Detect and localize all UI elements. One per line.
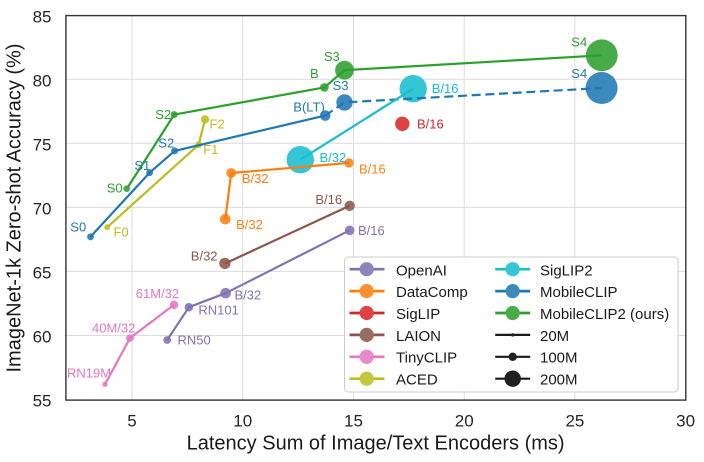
svg-text:5: 5	[127, 412, 136, 431]
svg-text:S3: S3	[333, 78, 349, 93]
svg-text:70: 70	[33, 200, 52, 219]
svg-text:B(LT): B(LT)	[293, 99, 325, 114]
svg-text:B/32: B/32	[320, 150, 347, 165]
svg-text:S0: S0	[70, 220, 86, 235]
svg-text:MobileCLIP: MobileCLIP	[540, 284, 618, 301]
svg-text:30: 30	[676, 412, 695, 431]
svg-text:S3: S3	[324, 49, 340, 64]
svg-text:Latency Sum of Image/Text Enco: Latency Sum of Image/Text Encoders (ms)	[187, 432, 565, 454]
svg-text:B/16: B/16	[358, 223, 385, 238]
svg-text:MobileCLIP2 (ours): MobileCLIP2 (ours)	[540, 306, 669, 323]
svg-text:200M: 200M	[540, 371, 578, 388]
svg-text:TinyCLIP: TinyCLIP	[396, 350, 457, 367]
svg-text:F1: F1	[203, 142, 218, 157]
svg-text:RN101: RN101	[198, 302, 238, 317]
svg-text:85: 85	[33, 7, 52, 26]
svg-text:100M: 100M	[540, 350, 578, 367]
svg-text:LAION: LAION	[396, 328, 441, 345]
svg-text:SigLIP: SigLIP	[396, 306, 440, 323]
svg-text:S4: S4	[571, 35, 587, 50]
svg-text:OpenAI: OpenAI	[396, 262, 447, 279]
svg-text:65: 65	[33, 264, 52, 283]
svg-text:20M: 20M	[540, 328, 569, 345]
svg-text:F0: F0	[114, 225, 129, 240]
svg-text:75: 75	[33, 135, 52, 154]
svg-text:F2: F2	[210, 117, 225, 132]
svg-text:ImageNet-1k Zero-shot Accuracy: ImageNet-1k Zero-shot Accuracy (%)	[4, 44, 26, 373]
svg-text:B/32: B/32	[191, 248, 218, 263]
svg-text:SigLIP2: SigLIP2	[540, 262, 593, 279]
svg-text:S4: S4	[571, 66, 587, 81]
svg-text:S1: S1	[134, 158, 150, 173]
svg-text:B/16: B/16	[417, 116, 444, 131]
svg-text:ACED: ACED	[396, 371, 438, 388]
svg-text:40M/32: 40M/32	[92, 321, 135, 336]
svg-text:20: 20	[455, 412, 474, 431]
svg-text:80: 80	[33, 71, 52, 90]
svg-text:10: 10	[233, 412, 252, 431]
svg-text:15: 15	[344, 412, 363, 431]
svg-text:B/32: B/32	[236, 217, 263, 232]
svg-text:RN19M: RN19M	[67, 365, 111, 380]
svg-text:B/16: B/16	[315, 192, 342, 207]
svg-text:B: B	[310, 66, 319, 81]
svg-text:25: 25	[565, 412, 584, 431]
svg-text:61M/32: 61M/32	[136, 286, 179, 301]
svg-text:B/32: B/32	[235, 287, 262, 302]
svg-text:S2: S2	[158, 136, 174, 151]
svg-text:B/32: B/32	[242, 171, 269, 186]
svg-text:B/16: B/16	[432, 81, 459, 96]
svg-text:DataComp: DataComp	[396, 284, 468, 301]
svg-text:B/16: B/16	[359, 161, 386, 176]
svg-text:60: 60	[33, 328, 52, 347]
svg-text:S0: S0	[107, 181, 123, 196]
svg-text:S2: S2	[155, 107, 171, 122]
svg-text:RN50: RN50	[178, 332, 211, 347]
svg-text:55: 55	[33, 392, 52, 411]
